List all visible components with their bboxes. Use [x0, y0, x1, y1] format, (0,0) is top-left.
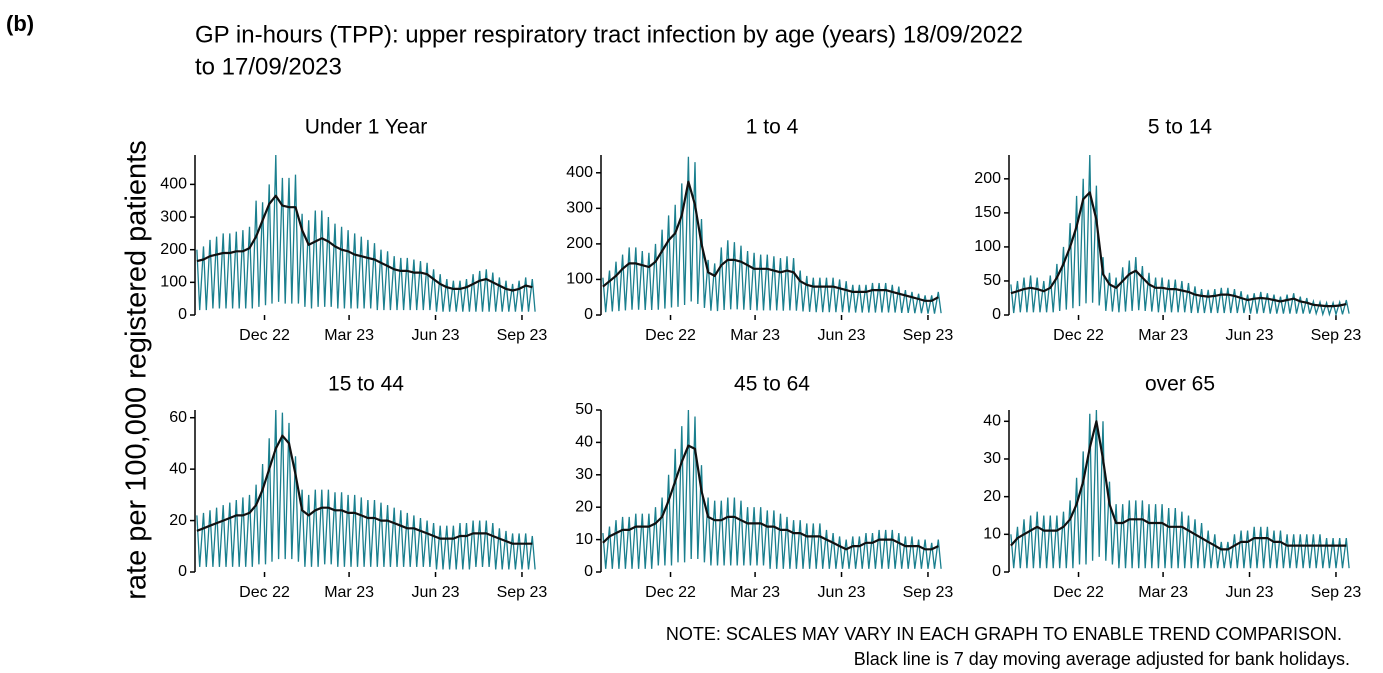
panel-title: 15 to 44: [328, 373, 404, 396]
y-tick-label: 50: [983, 272, 1001, 289]
y-tick-label: 400: [566, 164, 593, 181]
y-tick-label: 300: [566, 200, 593, 217]
y-axis-label: rate per 100,000 registered patients: [121, 140, 153, 599]
moving-average-line: [196, 194, 533, 292]
x-tick-label: Dec 22: [1053, 327, 1104, 344]
x-tick-label: Jun 23: [1226, 584, 1274, 601]
panel-label: (b): [6, 11, 34, 36]
x-tick-label: Sep 23: [1311, 327, 1362, 344]
y-tick-label: 400: [160, 176, 187, 193]
x-tick-label: Sep 23: [497, 327, 548, 344]
panel-title: over 65: [1145, 373, 1215, 396]
y-tick-label: 0: [178, 563, 187, 580]
y-tick-label: 30: [575, 466, 593, 483]
x-tick-label: Jun 23: [412, 327, 460, 344]
x-tick-label: Sep 23: [497, 584, 548, 601]
x-tick-label: Dec 22: [1053, 584, 1104, 601]
y-tick-label: 0: [992, 563, 1001, 580]
y-tick-label: 0: [178, 306, 187, 323]
daily-line: [602, 409, 942, 569]
x-tick-label: Jun 23: [818, 327, 866, 344]
y-tick-label: 50: [575, 401, 593, 418]
y-tick-label: 20: [169, 512, 187, 529]
chart-title: to 17/09/2023: [195, 53, 342, 80]
chart-title: GP in-hours (TPP): upper respiratory tra…: [195, 21, 1023, 48]
y-tick-label: 300: [160, 208, 187, 225]
moving-average-line: [196, 434, 533, 545]
x-tick-label: Jun 23: [1226, 327, 1274, 344]
x-tick-label: Dec 22: [645, 327, 696, 344]
y-tick-label: 40: [983, 413, 1001, 430]
y-tick-label: 200: [566, 235, 593, 252]
x-tick-label: Mar 23: [730, 584, 780, 601]
x-tick-label: Jun 23: [818, 584, 866, 601]
x-tick-label: Mar 23: [1138, 327, 1188, 344]
panel-title: 45 to 64: [734, 373, 810, 396]
note: Black line is 7 day moving average adjus…: [854, 649, 1350, 669]
y-tick-label: 10: [575, 531, 593, 548]
y-tick-label: 30: [983, 450, 1001, 467]
x-tick-label: Dec 22: [645, 584, 696, 601]
y-tick-label: 100: [974, 238, 1001, 255]
y-tick-label: 200: [974, 170, 1001, 187]
y-tick-label: 0: [584, 563, 593, 580]
y-tick-label: 20: [983, 488, 1001, 505]
x-tick-label: Dec 22: [239, 584, 290, 601]
y-tick-label: 40: [575, 434, 593, 451]
moving-average-line: [1010, 191, 1347, 308]
moving-average-line: [602, 444, 939, 551]
x-tick-label: Mar 23: [1138, 584, 1188, 601]
panel-title: 5 to 14: [1148, 116, 1213, 139]
x-tick-label: Sep 23: [903, 584, 954, 601]
panel-title: 1 to 4: [746, 116, 799, 139]
daily-line: [196, 409, 536, 570]
y-tick-label: 150: [974, 204, 1001, 221]
moving-average-line: [1010, 420, 1347, 551]
moving-average-line: [602, 180, 939, 302]
y-tick-label: 60: [169, 409, 187, 426]
x-tick-label: Dec 22: [239, 327, 290, 344]
x-tick-label: Sep 23: [1311, 584, 1362, 601]
y-tick-label: 0: [584, 306, 593, 323]
y-tick-label: 10: [983, 526, 1001, 543]
x-tick-label: Mar 23: [324, 327, 374, 344]
daily-line: [602, 156, 942, 314]
x-tick-label: Jun 23: [412, 584, 460, 601]
y-tick-label: 100: [160, 274, 187, 291]
y-tick-label: 200: [160, 241, 187, 258]
y-tick-label: 100: [566, 271, 593, 288]
daily-line: [1010, 154, 1350, 317]
x-tick-label: Mar 23: [324, 584, 374, 601]
daily-line: [1010, 409, 1350, 569]
y-tick-label: 20: [575, 498, 593, 515]
y-tick-label: 0: [992, 306, 1001, 323]
daily-line: [196, 154, 536, 312]
y-tick-label: 40: [169, 460, 187, 477]
x-tick-label: Sep 23: [903, 327, 954, 344]
panel-title: Under 1 Year: [305, 116, 428, 139]
note: NOTE: SCALES MAY VARY IN EACH GRAPH TO E…: [666, 624, 1342, 644]
x-tick-label: Mar 23: [730, 327, 780, 344]
